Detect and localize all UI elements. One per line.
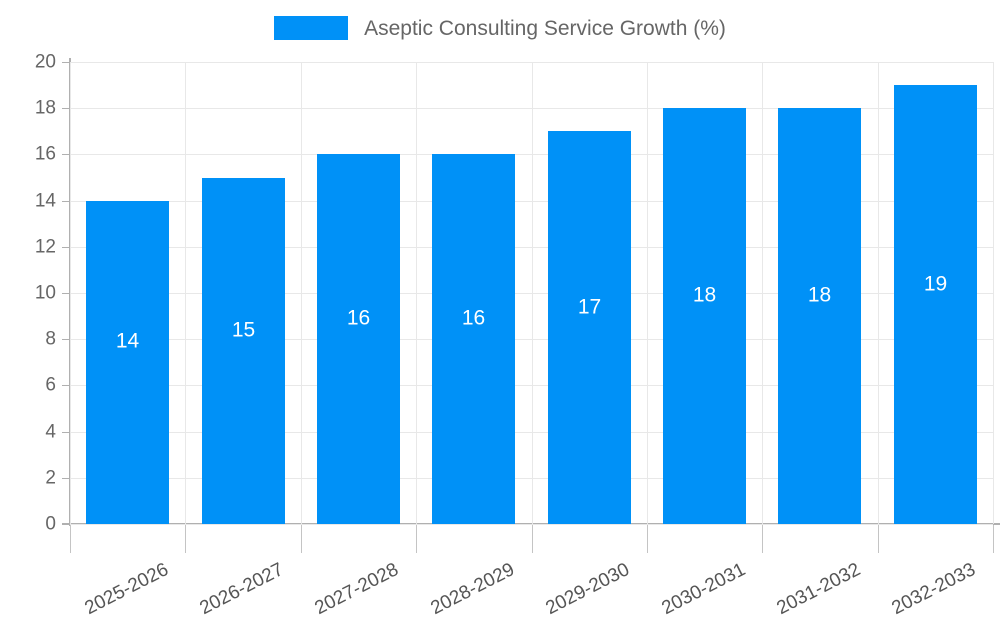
y-axis-tick-label: 12 (34, 236, 56, 258)
y-axis-tick-label: 2 (45, 467, 56, 489)
y-axis-tick-mark (62, 293, 70, 294)
y-axis-tick-mark (62, 108, 70, 110)
x-axis-tick-mark (185, 525, 186, 553)
x-axis-tick-label: 2028-2029 (427, 559, 518, 619)
y-axis-tick-label: 0 (45, 513, 56, 535)
bar[interactable]: 19 (894, 62, 977, 524)
y-axis-tick-label: 6 (45, 374, 56, 396)
x-axis-tick-label: 2031-2032 (773, 559, 864, 619)
y-axis-tick-label: 18 (34, 97, 56, 119)
bar-value-label: 16 (461, 306, 486, 330)
legend-entry-aseptic-consulting-service-growth[interactable]: Aseptic Consulting Service Growth (%) (274, 16, 726, 40)
bar-rect[interactable] (894, 85, 977, 524)
y-axis-tick-mark (62, 431, 70, 433)
legend-color-swatch (274, 16, 349, 40)
bar-value-label: 18 (807, 283, 832, 307)
x-axis-tick-label: 2026-2027 (196, 559, 288, 619)
y-axis-tick-mark (62, 524, 70, 525)
x-axis-tick-label: 2029-2030 (542, 559, 634, 619)
y-axis-tick-label: 20 (34, 51, 56, 73)
bar[interactable]: 16 (432, 62, 515, 524)
x-axis-tick-mark (647, 525, 648, 553)
bars-layer: 14 15 16 16 17 18 18 19 (70, 62, 993, 524)
legend-label: Aseptic Consulting Service Growth (%) (364, 16, 726, 40)
bar-rect[interactable] (548, 131, 631, 524)
bar-rect[interactable] (202, 177, 285, 524)
bar-value-label: 15 (231, 318, 256, 342)
bar-value-label: 14 (115, 329, 140, 353)
plot-area: 14 15 16 16 17 18 18 19 (70, 62, 994, 525)
bar-rect[interactable] (432, 154, 515, 524)
x-axis-tick-label: 2032-2033 (888, 559, 980, 619)
bar[interactable]: 18 (663, 62, 746, 524)
gridline-vertical (993, 62, 994, 524)
x-axis-tick-label: 2027-2028 (311, 559, 403, 619)
bar-value-label: 19 (923, 272, 948, 296)
bar-rect[interactable] (663, 108, 746, 524)
x-axis-tick-mark (70, 525, 71, 553)
y-axis-tick-label: 4 (45, 421, 56, 443)
bar-rect[interactable] (317, 154, 400, 524)
y-axis-tick-label: 14 (34, 190, 56, 212)
y-axis-tick-label: 8 (45, 328, 56, 350)
bar[interactable]: 18 (778, 62, 861, 524)
bar-rect[interactable] (86, 200, 169, 524)
x-axis-tick-mark (301, 525, 302, 553)
y-axis-tick-mark (62, 246, 70, 248)
bar[interactable]: 14 (86, 62, 169, 524)
chart-legend: Aseptic Consulting Service Growth (%) (0, 8, 1000, 48)
x-axis-tick-mark (416, 525, 417, 553)
y-axis-tick-mark (62, 200, 70, 202)
x-axis-tick-mark (878, 525, 879, 553)
y-axis-tick-label: 10 (34, 282, 56, 304)
x-axis-tick-mark (993, 525, 994, 553)
bar-value-label: 17 (577, 295, 602, 319)
bar-chart: Aseptic Consulting Service Growth (%) 0 2… (0, 8, 1000, 619)
y-axis-tick-mark (62, 62, 70, 63)
bar[interactable]: 15 (202, 62, 285, 524)
bar-value-label: 18 (692, 283, 717, 307)
x-axis-tick-mark (762, 525, 763, 553)
y-axis-tick-mark (62, 477, 70, 479)
bar[interactable]: 16 (317, 62, 400, 524)
bar[interactable]: 17 (548, 62, 631, 524)
y-axis-tick-label: 16 (34, 143, 56, 165)
x-axis-tick-mark (532, 525, 533, 553)
y-axis-tick-mark (62, 154, 70, 156)
y-axis-tick-mark (62, 339, 70, 341)
y-axis-tick-mark (62, 385, 70, 387)
bar-rect[interactable] (778, 108, 861, 524)
x-axis-tick-label: 2030-2031 (658, 559, 749, 619)
bar-value-label: 16 (346, 306, 371, 330)
x-axis-tick-label: 2025-2026 (81, 559, 172, 619)
